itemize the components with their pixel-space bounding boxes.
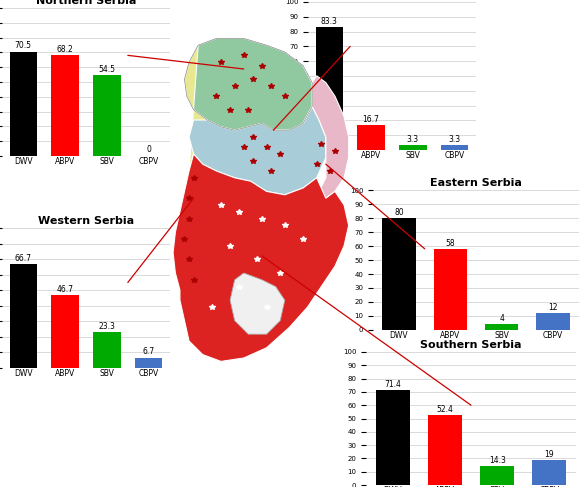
Bar [434,249,467,330]
Bar [533,460,566,485]
Text: 80: 80 [394,208,404,217]
Text: 23.3: 23.3 [98,321,115,331]
Bar [51,55,79,156]
Text: 52.4: 52.4 [436,405,453,414]
Bar [10,264,37,368]
Bar [10,52,37,156]
Text: 3.3: 3.3 [407,135,419,144]
Polygon shape [173,45,212,303]
Bar [428,415,462,485]
Title: Eastern Serbia: Eastern Serbia [430,178,522,188]
Text: 71.4: 71.4 [384,380,401,389]
Text: 3.3: 3.3 [449,135,461,144]
Bar [93,332,120,368]
Text: 68.2: 68.2 [56,45,73,54]
Text: 12: 12 [548,303,558,312]
Text: 46.7: 46.7 [56,285,73,294]
Bar [51,295,79,368]
Title: Northern Serbia: Northern Serbia [36,0,136,6]
Bar [480,466,514,485]
Bar [536,313,570,330]
Polygon shape [184,38,312,130]
Bar [135,357,162,368]
Polygon shape [230,273,285,334]
Title: Southern Serbia: Southern Serbia [420,340,521,350]
Text: 14.3: 14.3 [489,456,506,465]
Text: 4: 4 [499,314,504,323]
Text: 19: 19 [545,450,554,459]
Text: 66.7: 66.7 [15,254,32,263]
Bar [375,390,410,485]
Text: 54.5: 54.5 [98,65,115,74]
Polygon shape [303,66,349,198]
Bar [93,75,120,156]
Bar [399,145,427,150]
Title: Western Serbia: Western Serbia [38,216,134,226]
Polygon shape [173,154,349,361]
Text: 58: 58 [446,239,455,248]
Polygon shape [189,106,326,195]
Bar [441,145,469,150]
Bar [357,125,385,150]
Text: 16.7: 16.7 [363,115,379,124]
Text: 6.7: 6.7 [143,347,155,356]
Bar [315,27,343,150]
Text: 0: 0 [146,145,151,154]
Bar [382,218,416,330]
Text: 70.5: 70.5 [15,41,32,51]
Text: 83.3: 83.3 [321,17,338,25]
Bar [485,324,519,330]
